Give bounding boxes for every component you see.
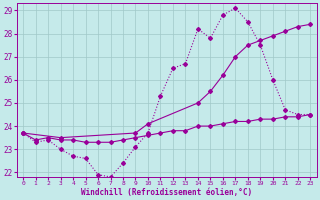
X-axis label: Windchill (Refroidissement éolien,°C): Windchill (Refroidissement éolien,°C): [81, 188, 252, 197]
